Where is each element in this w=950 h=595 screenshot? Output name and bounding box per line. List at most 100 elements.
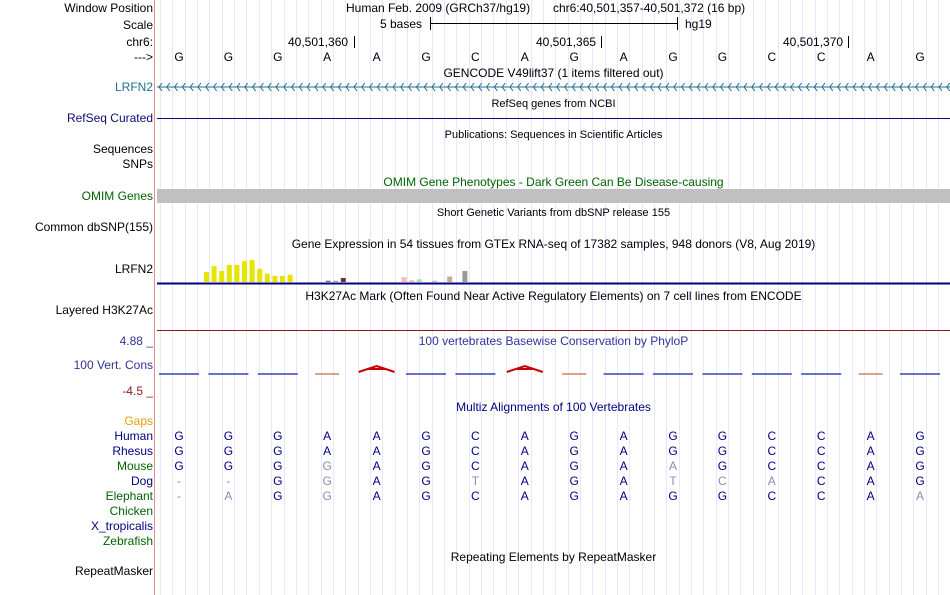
phylop-track-label[interactable]: 100 Vert. Cons xyxy=(73,358,153,372)
gtex-track-title[interactable]: Gene Expression in 54 tissues from GTEx … xyxy=(291,237,816,251)
window-position-label: Window Position xyxy=(64,1,153,15)
grid-line xyxy=(839,0,841,595)
publications-snps-label[interactable]: SNPs xyxy=(122,157,153,171)
reference-base: G xyxy=(569,50,579,64)
refseq-gene-line[interactable] xyxy=(157,118,950,119)
phylop-min-label: -4.5 _ xyxy=(122,384,153,398)
label-separator xyxy=(154,0,155,595)
omim-track-title[interactable]: OMIM Gene Phenotypes - Dark Green Can Be… xyxy=(383,175,724,189)
gtex-track-label[interactable]: LRFN2 xyxy=(114,262,153,276)
alignment-base: A xyxy=(520,489,529,503)
gtex-expression-chart[interactable] xyxy=(157,252,950,286)
grid-line xyxy=(765,0,767,595)
gtex-tissue-bar[interactable] xyxy=(447,276,453,283)
alignment-base: C xyxy=(471,429,480,443)
gtex-tissue-bar[interactable] xyxy=(204,272,209,282)
ruler-tick-label: 40,501,365 xyxy=(536,35,597,49)
multiz-track-title[interactable]: Multiz Alignments of 100 Vertebrates xyxy=(456,400,651,414)
species-label[interactable]: Dog xyxy=(130,474,153,488)
gencode-gene-line[interactable] xyxy=(157,82,950,92)
gtex-tissue-bar[interactable] xyxy=(340,278,346,282)
omim-gene-bar[interactable] xyxy=(157,189,950,203)
dbsnp-track-label[interactable]: Common dbSNP(155) xyxy=(34,220,153,234)
refseq-track-title[interactable]: RefSeq genes from NCBI xyxy=(491,98,616,110)
alignment-base: A xyxy=(619,459,628,473)
gtex-tissue-bar[interactable] xyxy=(409,280,415,282)
reference-base: C xyxy=(767,50,777,64)
dbsnp-track-title[interactable]: Short Genetic Variants from dbSNP releas… xyxy=(436,207,671,219)
gtex-tissue-bar[interactable] xyxy=(242,261,247,282)
reference-base: A xyxy=(372,50,381,64)
alignment-base: A xyxy=(866,474,875,488)
h3k27ac-track-label[interactable]: Layered H3K27Ac xyxy=(55,303,153,317)
grid-line xyxy=(616,0,618,595)
alignment-base: C xyxy=(767,459,777,473)
gtex-tissue-bar[interactable] xyxy=(272,275,278,282)
phylop-score-glyph[interactable] xyxy=(506,364,544,373)
alignment-base: G xyxy=(322,459,332,473)
alignment-base: A xyxy=(323,429,332,443)
gencode-track-title[interactable]: GENCODE V49lift37 (1 items filtered out) xyxy=(443,66,664,80)
gtex-tissue-bar[interactable] xyxy=(287,274,293,282)
species-label[interactable]: Zebrafish xyxy=(102,534,153,548)
gtex-tissue-bar[interactable] xyxy=(219,271,225,282)
repeatmasker-track-title[interactable]: Repeating Elements by RepeatMasker xyxy=(450,550,657,564)
alignment-base: G xyxy=(223,459,234,473)
h3k27ac-track-title[interactable]: H3K27Ac Mark (Often Found Near Active Re… xyxy=(305,289,802,303)
scale-label: Scale xyxy=(122,18,153,32)
species-label[interactable]: X_tropicalis xyxy=(90,519,153,533)
phylop-conservation-chart[interactable] xyxy=(157,360,950,384)
phylop-track-title[interactable]: 100 vertebrates Basewise Conservation by… xyxy=(418,334,689,348)
phylop-score-glyph[interactable] xyxy=(358,364,395,373)
alignment-base: C xyxy=(816,429,826,443)
strand-arrow-label: ---> xyxy=(134,50,153,64)
alignment-base: G xyxy=(421,444,431,458)
assembly-text: Human Feb. 2009 (GRCh37/hg19) xyxy=(346,1,531,15)
grid-line xyxy=(481,0,483,595)
gtex-tissue-bar[interactable] xyxy=(462,271,468,282)
grid-line xyxy=(579,0,581,595)
species-label[interactable]: Chicken xyxy=(109,504,153,518)
gtex-tissue-bar[interactable] xyxy=(264,273,270,282)
gtex-tissue-bar[interactable] xyxy=(226,264,232,282)
gtex-tissue-bar[interactable] xyxy=(249,260,255,282)
species-label[interactable]: Rhesus xyxy=(112,444,153,458)
alignment-base: G xyxy=(569,474,579,488)
alignment-base: C xyxy=(816,489,826,503)
gtex-tissue-bar[interactable] xyxy=(257,268,263,282)
alignment-base: A xyxy=(372,429,381,443)
species-label[interactable]: Mouse xyxy=(116,459,153,473)
alignment-base: G xyxy=(915,444,925,458)
gtex-tissue-bar[interactable] xyxy=(401,277,407,282)
alignment-base: A xyxy=(866,444,875,458)
gtex-tissue-bar[interactable] xyxy=(432,280,437,282)
alignment-base: A xyxy=(520,459,529,473)
species-label[interactable]: Elephant xyxy=(105,489,153,503)
gaps-label[interactable]: Gaps xyxy=(124,414,153,428)
grid-line xyxy=(283,0,285,595)
alignment-base: G xyxy=(174,429,184,443)
gtex-tissue-bar[interactable] xyxy=(416,279,422,282)
alignment-base: A xyxy=(866,459,875,473)
alignment-base: G xyxy=(322,489,332,503)
gtex-tissue-bar[interactable] xyxy=(234,264,240,282)
alignment-base: G xyxy=(569,429,579,443)
alignment-base: A xyxy=(520,429,529,443)
publications-sequences-label[interactable]: Sequences xyxy=(92,142,153,156)
omim-track-label[interactable]: OMIM Genes xyxy=(81,189,153,203)
gtex-tissue-bar[interactable] xyxy=(211,266,217,282)
alignment-base: T xyxy=(669,474,677,488)
alignment-base: G xyxy=(273,429,283,443)
refseq-track-label[interactable]: RefSeq Curated xyxy=(66,111,153,125)
grid-line xyxy=(271,0,273,595)
alignment-base: A xyxy=(866,429,875,443)
gtex-tissue-bar[interactable] xyxy=(333,280,339,282)
gtex-tissue-bar[interactable] xyxy=(280,275,285,282)
gtex-tissue-bar[interactable] xyxy=(325,280,331,282)
species-label[interactable]: Human xyxy=(114,429,153,443)
publications-track-title[interactable]: Publications: Sequences in Scientific Ar… xyxy=(444,129,663,141)
grid-line xyxy=(444,0,446,595)
gencode-track-label[interactable]: LRFN2 xyxy=(114,80,153,94)
phylop-max-label: 4.88 _ xyxy=(119,334,153,348)
repeatmasker-track-label[interactable]: RepeatMasker xyxy=(74,564,153,578)
